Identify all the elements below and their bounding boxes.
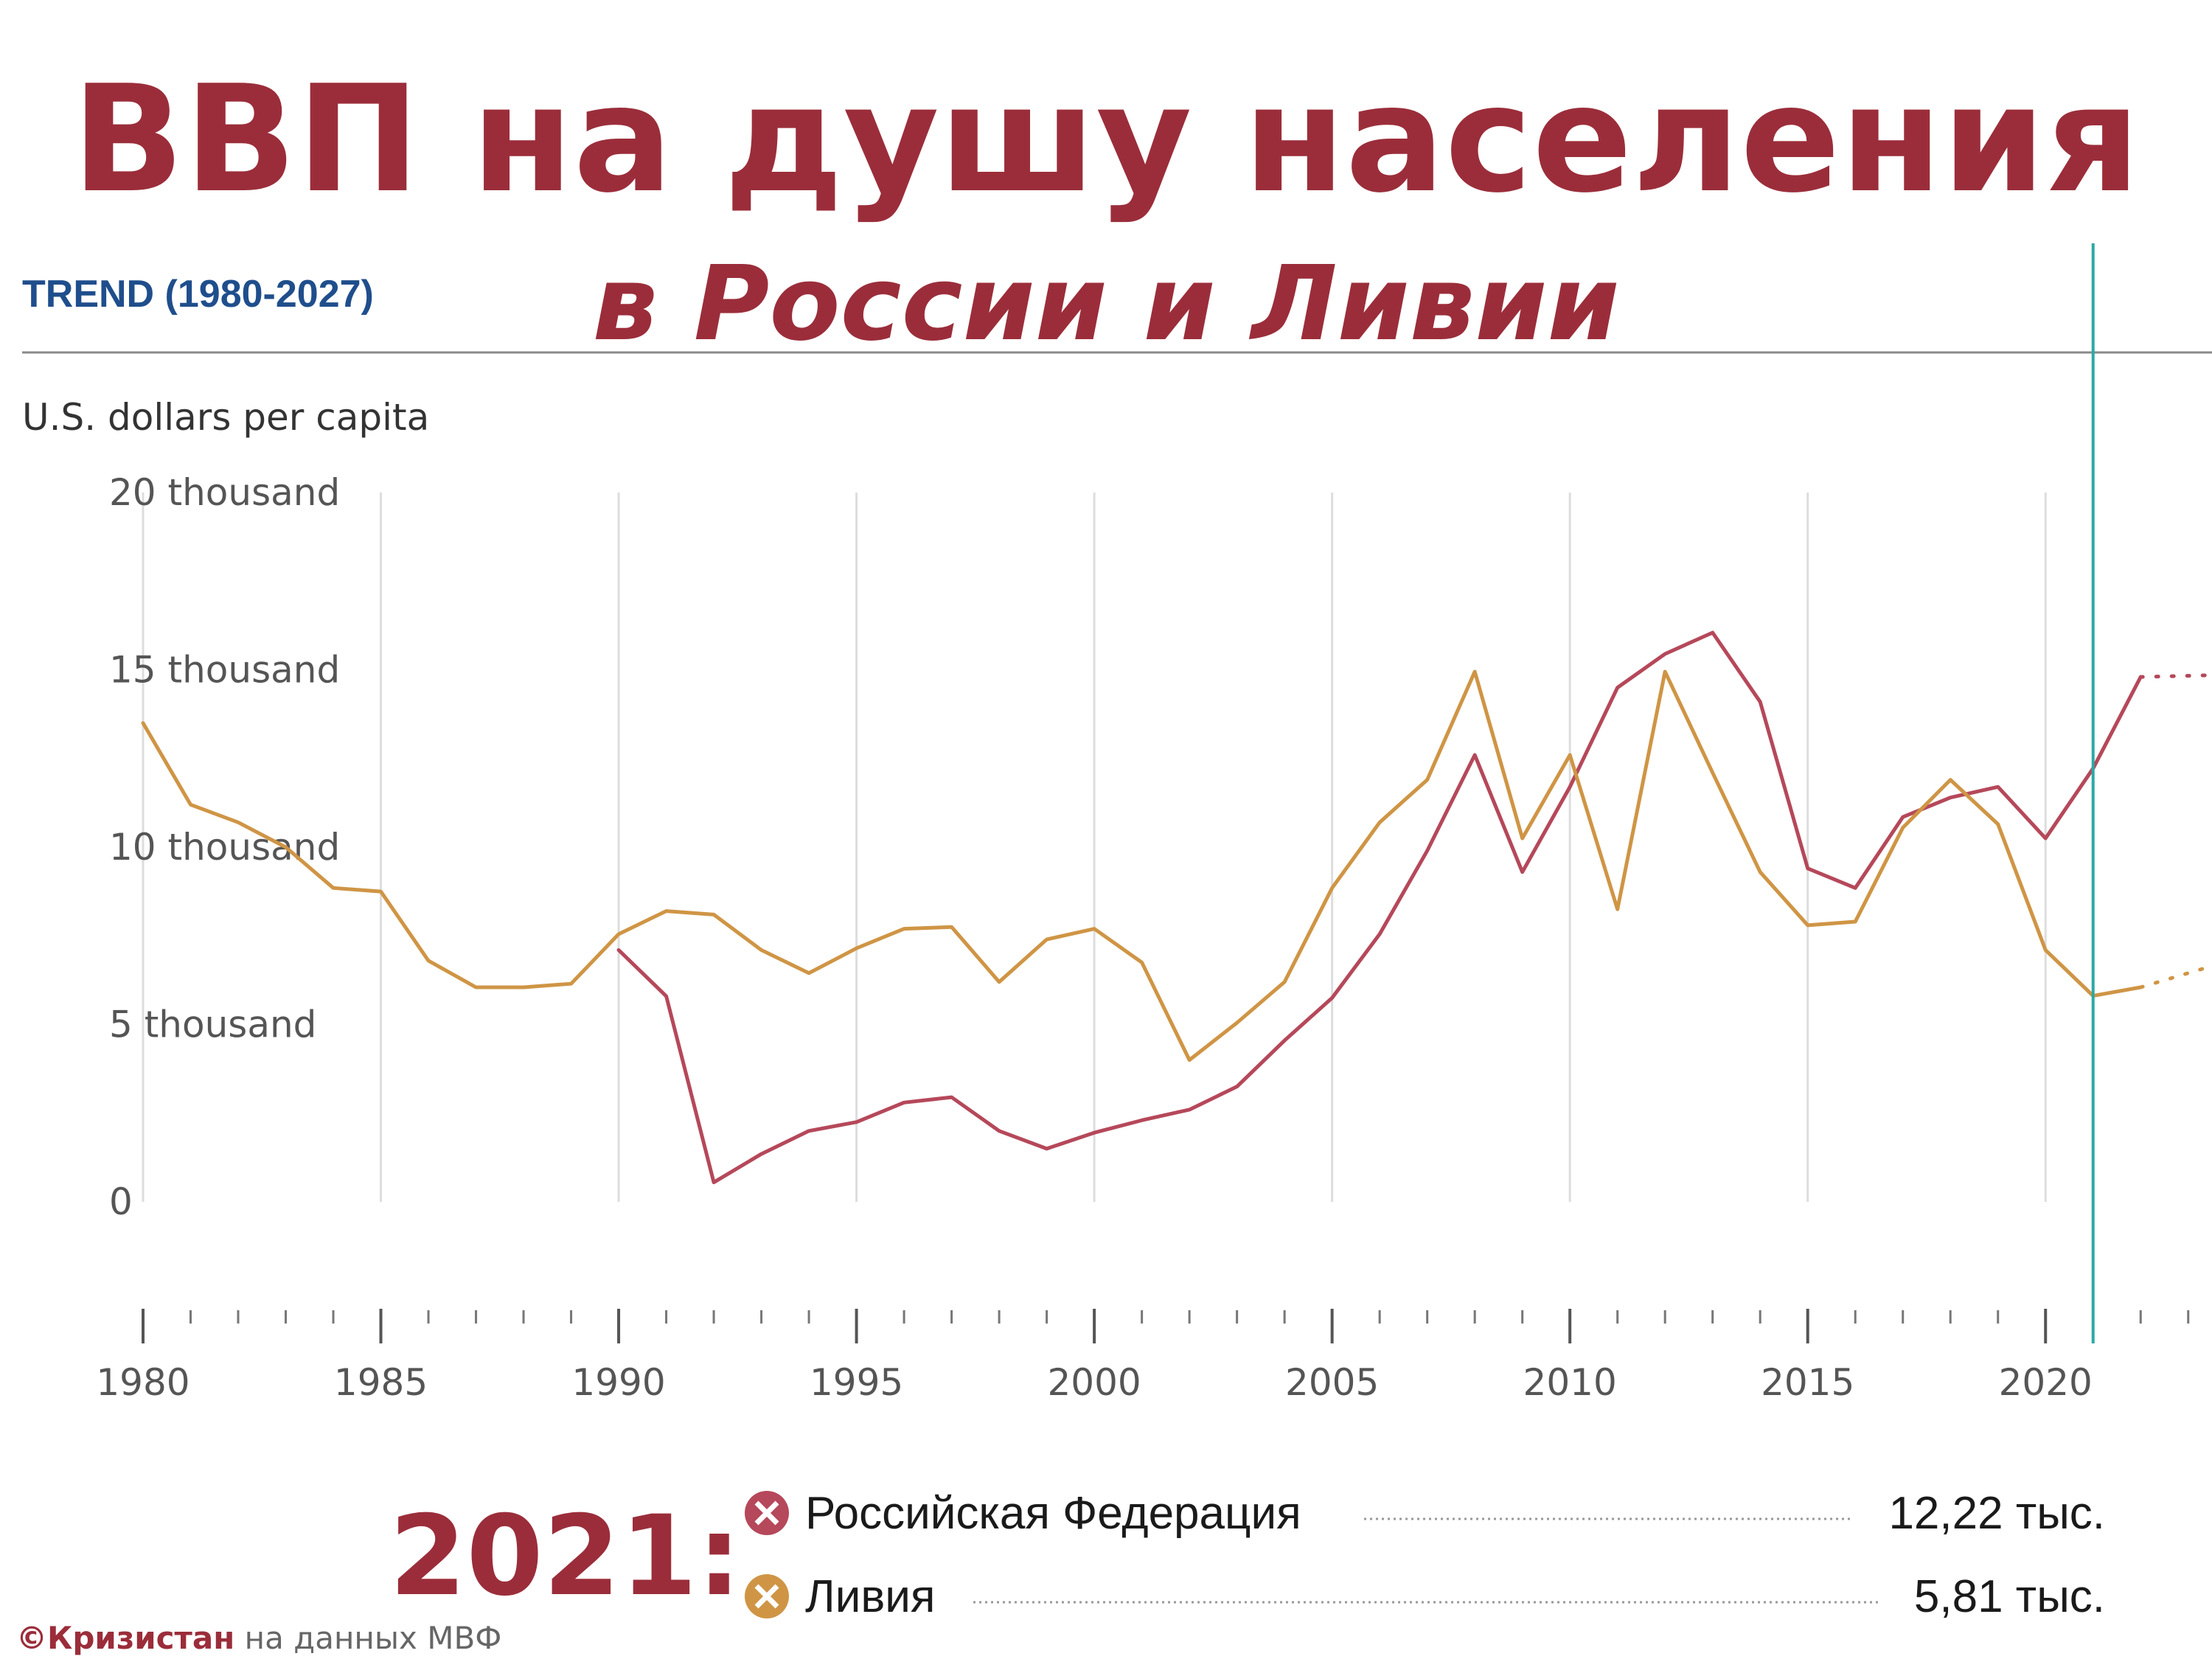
- series-line-russia: [616, 630, 2143, 1185]
- x-tick-label: 1990: [571, 1361, 665, 1404]
- x-circle-icon: [745, 1491, 789, 1535]
- x-tick-label: 2005: [1285, 1361, 1379, 1404]
- legend-series-value: 5,81 тыс.: [1914, 1571, 2105, 1622]
- x-tick-label: 2000: [1047, 1361, 1141, 1404]
- grid: [142, 493, 2047, 1202]
- x-tick-label: 1995: [810, 1361, 903, 1404]
- legend-series-name: Российская Федерация: [805, 1488, 1301, 1539]
- series-line-libya: [141, 669, 2143, 1062]
- x-tick-label: 1980: [96, 1361, 189, 1404]
- credit-line: ©Кризистан на данных МВФ: [16, 1620, 501, 1656]
- legend-item-russia: Российская Федерация 12,22 тыс.: [745, 1488, 2105, 1539]
- x-tick-label: 2020: [1999, 1361, 2093, 1404]
- series-projection-libya: [2138, 964, 2212, 990]
- summary-year-label: 2021:: [389, 1492, 741, 1621]
- page-title: ВВП на душу населения: [72, 54, 2140, 226]
- series-projection-russia: [2138, 673, 2212, 679]
- x-tick-label: 2015: [1761, 1361, 1854, 1404]
- y-tick-label: 5 thousand: [109, 1004, 316, 1046]
- plot-area: [141, 630, 2212, 1185]
- credit-brand: ©Кризистан: [16, 1620, 234, 1656]
- credit-source: на данных МВФ: [234, 1620, 501, 1656]
- legend-series-value: 12,22 тыс.: [1888, 1488, 2105, 1539]
- y-tick-label: 20 thousand: [109, 471, 340, 514]
- trend-label: TREND (1980-2027): [22, 273, 374, 316]
- y-tick-label: 15 thousand: [109, 649, 340, 692]
- x-tick-label: 2010: [1523, 1361, 1617, 1404]
- legend-series-name: Ливия: [805, 1571, 935, 1622]
- page-subtitle: в России и Ливии: [592, 244, 1619, 364]
- y-axis-label: U.S. dollars per capita: [22, 396, 429, 439]
- y-tick-label: 0: [109, 1180, 133, 1223]
- legend-item-libya: Ливия 5,81 тыс.: [745, 1571, 2105, 1622]
- x-axis: 1980 1985 1990 1995 2000 2005 2010 2015 2020: [96, 1309, 2190, 1404]
- x-circle-icon: [745, 1574, 789, 1618]
- x-tick-label: 1985: [334, 1361, 428, 1404]
